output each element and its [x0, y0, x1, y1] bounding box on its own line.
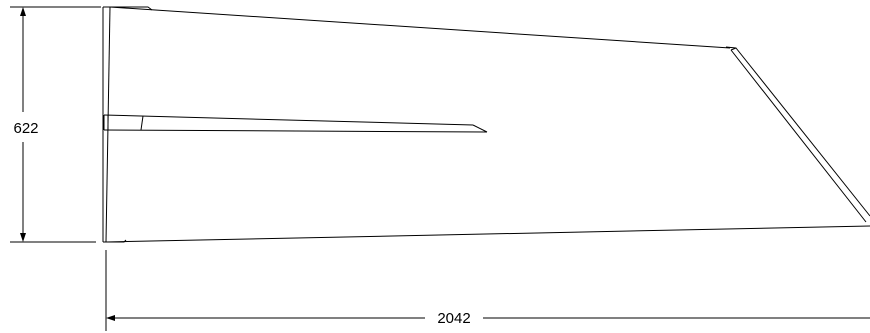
- bottom-edge: [105, 225, 870, 243]
- right-edge-outer: [735, 47, 870, 217]
- top-cap: [103, 6, 153, 11]
- slot-tip-top: [472, 124, 488, 133]
- top-edge: [109, 6, 731, 49]
- height-label: 622: [13, 120, 38, 137]
- top-right-corner: [725, 46, 737, 51]
- width-arrow-left: [106, 315, 115, 321]
- width-dimension: [105, 250, 870, 331]
- slot-bottom-line: [103, 129, 488, 133]
- inner-slot: [103, 114, 488, 133]
- part-outline: [102, 6, 870, 243]
- slot-divider: [140, 115, 144, 131]
- slot-top-line: [103, 114, 474, 126]
- height-arrow-top: [20, 7, 26, 16]
- width-label: 2042: [437, 310, 470, 327]
- height-dimension: [10, 6, 101, 243]
- right-edge-inner: [730, 49, 867, 223]
- bottom-cap: [103, 239, 127, 243]
- height-arrow-bottom: [20, 233, 26, 242]
